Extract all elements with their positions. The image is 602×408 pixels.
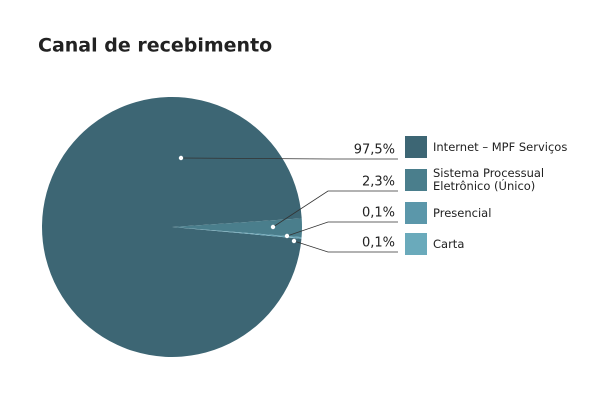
pie-slice bbox=[172, 227, 302, 239]
leader-dot bbox=[284, 233, 290, 239]
legend-label: Carta bbox=[433, 236, 465, 251]
leader-dot bbox=[178, 155, 184, 161]
pie-slice bbox=[172, 218, 302, 238]
value-label: 0,1% bbox=[362, 236, 395, 251]
legend-item: Internet – MPF Serviços bbox=[405, 136, 585, 158]
legend-item: Carta bbox=[405, 233, 585, 255]
legend-label: Sistema Processual Eletrônico (Único) bbox=[433, 166, 545, 193]
leader-line bbox=[272, 190, 398, 228]
legend-swatch bbox=[405, 136, 427, 158]
value-label: 97,5% bbox=[354, 143, 395, 158]
value-label: 0,1% bbox=[362, 206, 395, 221]
chart-title: Canal de recebimento bbox=[38, 35, 272, 57]
legend-swatch bbox=[405, 233, 427, 255]
legend-label: Internet – MPF Serviços bbox=[433, 139, 568, 154]
legend-label: Presencial bbox=[433, 205, 492, 220]
pie-slice bbox=[172, 227, 302, 238]
legend-swatch bbox=[405, 202, 427, 224]
pie-slice bbox=[42, 96, 302, 357]
leader-dot bbox=[291, 238, 297, 244]
value-label: 2,3% bbox=[362, 175, 395, 190]
leader-line bbox=[286, 221, 398, 237]
legend: Internet – MPF Serviços Sistema Processua… bbox=[405, 136, 585, 264]
leader-dot bbox=[270, 224, 276, 230]
legend-swatch bbox=[405, 169, 427, 191]
leader-line bbox=[180, 157, 398, 160]
legend-item: Sistema Processual Eletrônico (Único) bbox=[405, 167, 585, 193]
legend-item: Presencial bbox=[405, 202, 585, 224]
leader-line bbox=[293, 240, 398, 253]
